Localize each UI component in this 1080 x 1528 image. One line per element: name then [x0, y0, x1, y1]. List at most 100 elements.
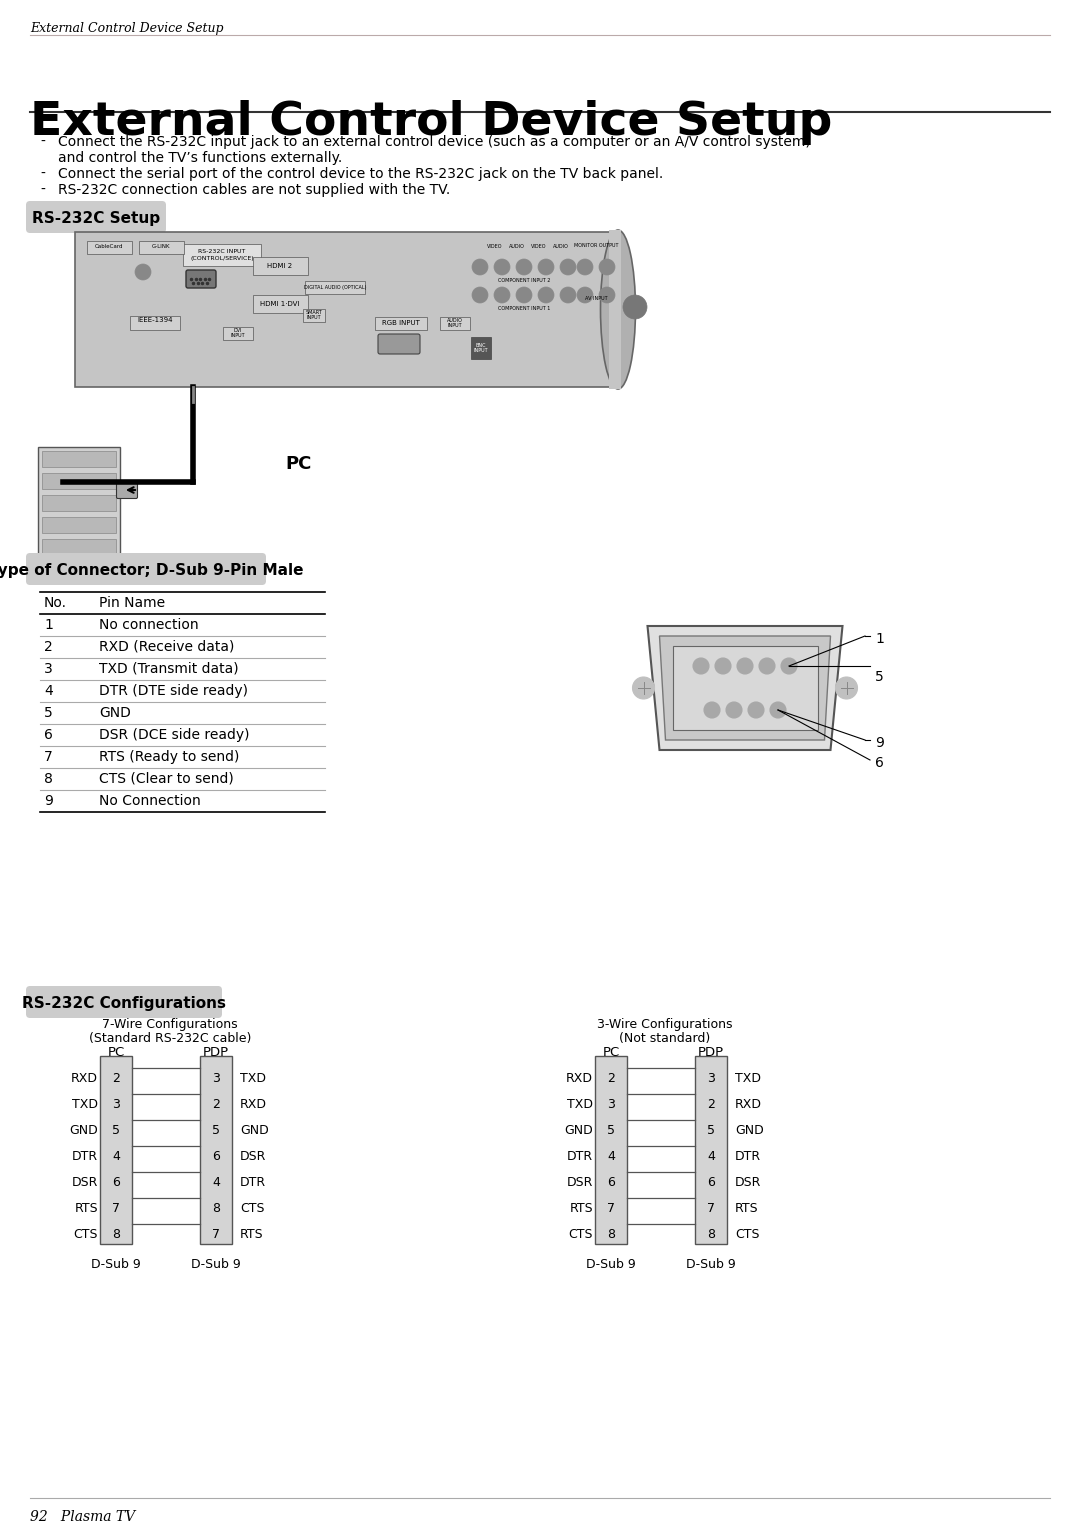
Text: RXD (Receive data): RXD (Receive data) — [99, 640, 234, 654]
Circle shape — [516, 260, 532, 275]
Text: RS-232C connection cables are not supplied with the TV.: RS-232C connection cables are not suppli… — [58, 183, 450, 197]
Circle shape — [538, 287, 554, 303]
Text: 92   Plasma TV: 92 Plasma TV — [30, 1510, 135, 1523]
FancyBboxPatch shape — [186, 270, 216, 287]
Text: Connect the RS-232C input jack to an external control device (such as a computer: Connect the RS-232C input jack to an ext… — [58, 134, 811, 150]
Text: GND: GND — [564, 1125, 593, 1137]
Bar — [183, 244, 261, 266]
Circle shape — [577, 287, 593, 303]
Text: 4: 4 — [707, 1151, 715, 1163]
Text: G-LINK: G-LINK — [152, 244, 171, 249]
Text: 5: 5 — [707, 1125, 715, 1137]
Text: D-Sub 9: D-Sub 9 — [686, 1258, 735, 1271]
Text: DTR (DTE side ready): DTR (DTE side ready) — [99, 685, 248, 698]
Text: (Standard RS-232C cable): (Standard RS-232C cable) — [89, 1031, 252, 1045]
Text: AV INPUT: AV INPUT — [584, 296, 607, 301]
Text: 6: 6 — [607, 1177, 615, 1189]
Text: 2: 2 — [112, 1073, 120, 1085]
Text: RTS: RTS — [735, 1203, 758, 1215]
Text: PDP: PDP — [698, 1047, 724, 1059]
Text: DVI
INPUT: DVI INPUT — [231, 327, 245, 338]
Text: 8: 8 — [44, 772, 53, 785]
Text: 9: 9 — [44, 795, 53, 808]
Text: 3: 3 — [607, 1099, 615, 1111]
Text: Connect the serial port of the control device to the RS-232C jack on the TV back: Connect the serial port of the control d… — [58, 167, 663, 180]
Text: 8: 8 — [607, 1229, 615, 1241]
Bar — [305, 281, 365, 293]
Text: TXD (Transmit data): TXD (Transmit data) — [99, 662, 239, 675]
Text: 3: 3 — [707, 1073, 715, 1085]
Circle shape — [759, 659, 775, 674]
Circle shape — [633, 677, 654, 698]
Text: CTS: CTS — [240, 1203, 265, 1215]
Circle shape — [599, 260, 615, 275]
Text: 6: 6 — [212, 1151, 220, 1163]
Text: 5: 5 — [212, 1125, 220, 1137]
Text: and control the TV’s functions externally.: and control the TV’s functions externall… — [58, 151, 342, 165]
Bar — [673, 646, 818, 730]
FancyBboxPatch shape — [378, 335, 420, 354]
Text: GND: GND — [99, 706, 131, 720]
Bar — [253, 295, 308, 313]
Text: 7: 7 — [607, 1203, 615, 1215]
Text: COMPONENT INPUT 1: COMPONENT INPUT 1 — [498, 306, 550, 312]
Text: RS-232C INPUT
(CONTROL/SERVICE): RS-232C INPUT (CONTROL/SERVICE) — [190, 249, 254, 261]
Text: PC: PC — [107, 1047, 124, 1059]
Bar — [42, 539, 116, 555]
Bar — [42, 451, 116, 468]
Text: -: - — [40, 134, 45, 150]
Text: SMART
INPUT: SMART INPUT — [306, 310, 322, 321]
Circle shape — [494, 287, 510, 303]
Text: 7-Wire Configurations: 7-Wire Configurations — [103, 1018, 238, 1031]
Circle shape — [599, 287, 615, 303]
Circle shape — [748, 701, 764, 718]
Text: DSR: DSR — [567, 1177, 593, 1189]
Bar — [75, 232, 610, 387]
Circle shape — [577, 260, 593, 275]
Text: RS-232C Setup: RS-232C Setup — [32, 211, 160, 226]
Text: AUDIO: AUDIO — [553, 244, 569, 249]
Circle shape — [623, 295, 647, 319]
Text: 8: 8 — [707, 1229, 715, 1241]
FancyBboxPatch shape — [117, 483, 137, 498]
Bar — [38, 448, 120, 578]
Text: 7: 7 — [707, 1203, 715, 1215]
Text: GND: GND — [240, 1125, 269, 1137]
Text: TXD: TXD — [72, 1099, 98, 1111]
Text: CableCard: CableCard — [95, 244, 123, 249]
Text: MONITOR OUTPUT: MONITOR OUTPUT — [573, 243, 618, 248]
Text: VIDEO: VIDEO — [487, 244, 503, 249]
Circle shape — [561, 287, 576, 303]
Text: External Control Device Setup: External Control Device Setup — [30, 21, 224, 35]
Text: RXD: RXD — [566, 1073, 593, 1085]
Text: 9: 9 — [875, 736, 883, 750]
Text: Type of Connector; D-Sub 9-Pin Male: Type of Connector; D-Sub 9-Pin Male — [0, 562, 303, 578]
Text: DTR: DTR — [567, 1151, 593, 1163]
Bar — [595, 1056, 627, 1244]
Text: 6: 6 — [707, 1177, 715, 1189]
Text: CTS: CTS — [568, 1229, 593, 1241]
Text: -: - — [40, 167, 45, 180]
Bar — [440, 316, 470, 330]
Circle shape — [781, 659, 797, 674]
FancyBboxPatch shape — [26, 202, 166, 232]
Text: 7: 7 — [44, 750, 53, 764]
Text: External Control Device Setup: External Control Device Setup — [30, 99, 833, 145]
Text: D-Sub 9: D-Sub 9 — [91, 1258, 140, 1271]
Text: 2: 2 — [707, 1099, 715, 1111]
Text: 7: 7 — [112, 1203, 120, 1215]
Bar — [200, 1056, 232, 1244]
Text: No Connection: No Connection — [99, 795, 201, 808]
Bar — [253, 257, 308, 275]
Text: BNC
INPUT: BNC INPUT — [474, 342, 488, 353]
Circle shape — [135, 264, 151, 280]
Circle shape — [472, 287, 488, 303]
Bar — [696, 1056, 727, 1244]
Bar — [42, 516, 116, 533]
Text: 3-Wire Configurations: 3-Wire Configurations — [597, 1018, 732, 1031]
Text: RTS: RTS — [569, 1203, 593, 1215]
Text: 1: 1 — [44, 617, 53, 633]
Bar — [609, 231, 621, 390]
Text: TXD: TXD — [240, 1073, 266, 1085]
Text: TXD: TXD — [735, 1073, 761, 1085]
